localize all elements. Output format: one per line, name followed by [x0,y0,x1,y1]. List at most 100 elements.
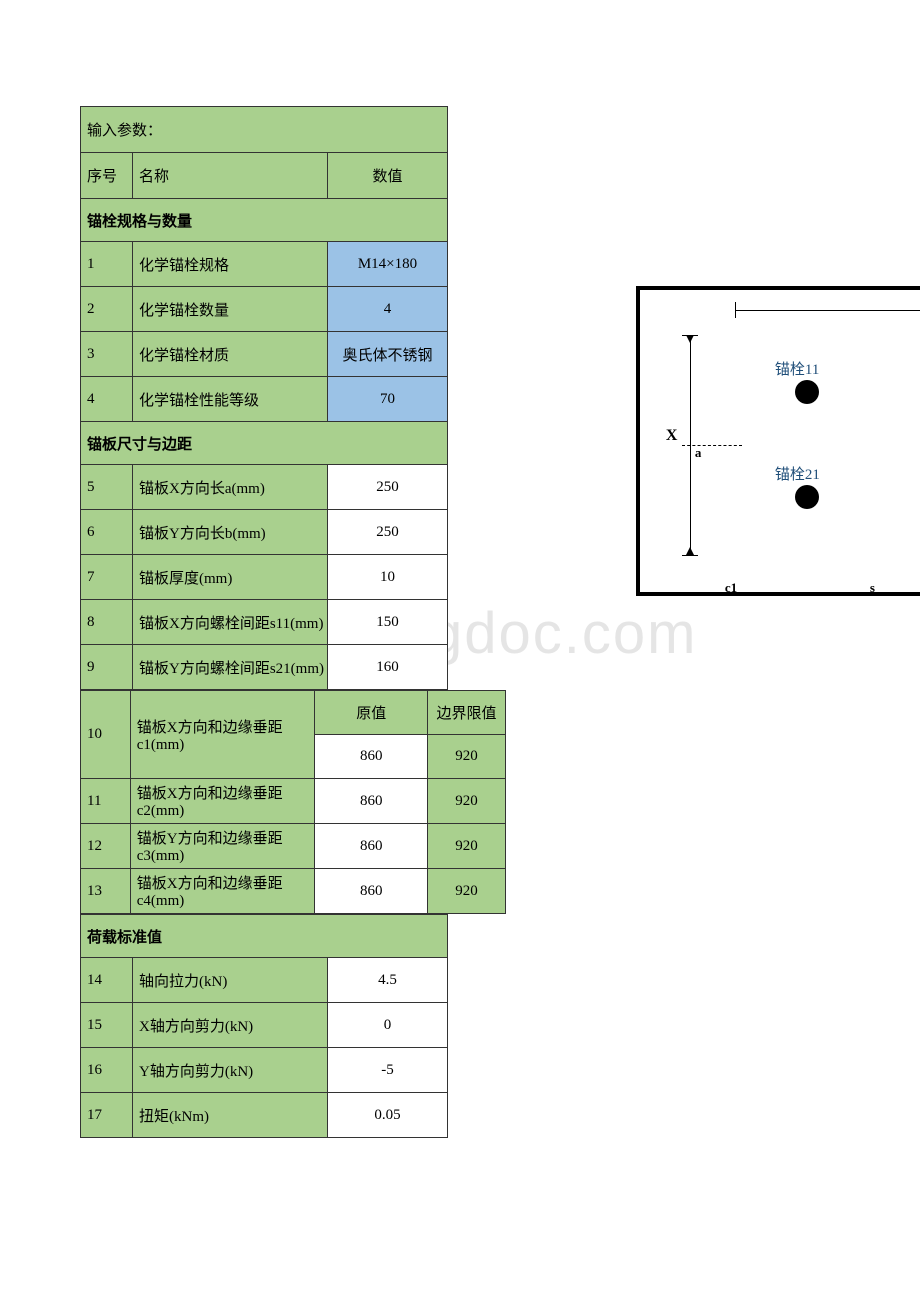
row-idx: 6 [87,524,95,540]
row-idx: 2 [87,301,95,317]
row-name: 锚板X方向螺栓间距s11(mm) [139,616,323,632]
row-idx: 5 [87,479,95,495]
row-idx: 9 [87,659,95,675]
row-name: Y轴方向剪力(kN) [139,1064,253,1080]
row-name: 化学锚栓材质 [139,348,229,364]
table-row: 16 Y轴方向剪力(kN) -5 [81,1048,448,1093]
row-idx: 4 [87,391,95,407]
row-idx: 7 [87,569,95,585]
row-limit: 920 [455,838,478,854]
section-load: 荷载标准值 [81,915,448,958]
table-row: 15 X轴方向剪力(kN) 0 [81,1003,448,1048]
table-row: 9 锚板Y方向螺栓间距s21(mm) 160 [81,645,448,690]
row-name: X轴方向剪力(kN) [139,1019,253,1035]
table-row: 2 化学锚栓数量 4 [81,287,448,332]
row-value: 4 [384,301,392,317]
arrow-icon [686,547,694,555]
row-name: 化学锚栓规格 [139,258,229,274]
label-a: a [695,445,702,461]
row-idx: 3 [87,346,95,362]
row-value: 860 [360,748,383,764]
col-header-name: 名称 [139,169,169,185]
arrow-icon [686,335,694,343]
row-name: 锚板Y方向和边缘垂距c3(mm) [137,831,283,864]
label-s: s [870,580,875,596]
row-limit: 920 [455,748,478,764]
row-value: 0.05 [374,1107,400,1123]
table-row: 1 化学锚栓规格 M14×180 [81,242,448,287]
table-title: 输入参数： [87,123,162,139]
header-original: 原值 [356,706,386,722]
row-value: 70 [380,391,395,407]
row-value: 150 [376,614,399,630]
section-spec-label: 锚栓规格与数量 [87,214,192,230]
row-idx: 12 [87,838,102,854]
row-limit: 920 [455,883,478,899]
row-idx: 13 [87,883,102,899]
label-x: X [666,427,678,445]
anchor-label-21: 锚栓21 [775,463,820,484]
table-row: 11 锚板X方向和边缘垂距c2(mm) 860 920 [81,779,506,824]
row-idx: 14 [87,972,102,988]
row-value: 奥氏体不锈钢 [342,348,432,364]
dash-line [682,445,742,446]
anchor-label-11: 锚栓11 [775,358,819,379]
row-value: 250 [376,479,399,495]
col-header-index: 序号 [87,169,117,185]
row-value: 10 [380,569,395,585]
table-row: 3 化学锚栓材质 奥氏体不锈钢 [81,332,448,377]
table-row: 5 锚板X方向长a(mm) 250 [81,465,448,510]
anchor-dot-21 [795,485,819,509]
col-header-value: 数值 [372,169,402,185]
row-name: 扭矩(kNm) [139,1109,209,1125]
row-value: 4.5 [378,972,397,988]
row-name: 轴向拉力(kN) [139,974,227,990]
section-plate-label: 锚板尺寸与边距 [87,437,192,453]
row-value: 0 [384,1017,392,1033]
row-idx: 8 [87,614,95,630]
row-idx: 1 [87,256,95,272]
page-container: 输入参数： 序号 名称 数值 锚栓规格与数量 1 化学锚栓规格 M14×180 … [80,106,920,1138]
row-value: M14×180 [358,256,417,272]
row-idx: 17 [87,1107,102,1123]
row-value: 160 [376,659,399,675]
table-row: 8 锚板X方向螺栓间距s11(mm) 150 [81,600,448,645]
row-name: 化学锚栓性能等级 [139,393,259,409]
row-value: -5 [381,1062,394,1078]
section-plate: 锚板尺寸与边距 [81,422,448,465]
row-idx: 16 [87,1062,102,1078]
table-row: 6 锚板Y方向长b(mm) 250 [81,510,448,555]
table-row: 17 扭矩(kNm) 0.05 [81,1093,448,1138]
row-name: 锚板Y方向螺栓间距s21(mm) [139,661,324,677]
row-value: 250 [376,524,399,540]
header-limit: 边界限值 [437,706,497,722]
row-idx: 10 [87,726,102,742]
table-row: 4 化学锚栓性能等级 70 [81,377,448,422]
table-row: 7 锚板厚度(mm) 10 [81,555,448,600]
header-row: 序号 名称 数值 [81,153,448,199]
table-row: 14 轴向拉力(kN) 4.5 [81,958,448,1003]
row-value: 860 [360,838,383,854]
table-row: 13 锚板X方向和边缘垂距c4(mm) 860 920 [81,869,506,914]
row-name: 锚板厚度(mm) [139,571,232,587]
anchor-diagram: X a 锚栓11 锚栓21 c1 s [636,286,920,596]
table-row: 10 锚板X方向和边缘垂距c1(mm) 原值 边界限值 [81,691,506,735]
row-value: 860 [360,793,383,809]
section-load-label: 荷载标准值 [87,930,162,946]
row-name: 锚板Y方向长b(mm) [139,526,266,542]
anchor-dot-11 [795,380,819,404]
dim-tick [735,302,736,318]
label-c1: c1 [725,580,737,596]
row-value: 860 [360,883,383,899]
row-name: 锚板X方向和边缘垂距c4(mm) [137,876,283,909]
row-name: 锚板X方向和边缘垂距c2(mm) [137,786,283,819]
row-limit: 920 [455,793,478,809]
row-name: 锚板X方向和边缘垂距c1(mm) [137,720,283,753]
table-row: 12 锚板Y方向和边缘垂距c3(mm) 860 920 [81,824,506,869]
dim-line-top [735,310,920,311]
input-table: 输入参数： 序号 名称 数值 锚栓规格与数量 1 化学锚栓规格 M14×180 … [80,106,506,1138]
row-name: 锚板X方向长a(mm) [139,481,265,497]
title-row: 输入参数： [81,107,448,153]
row-idx: 15 [87,1017,102,1033]
section-spec: 锚栓规格与数量 [81,199,448,242]
